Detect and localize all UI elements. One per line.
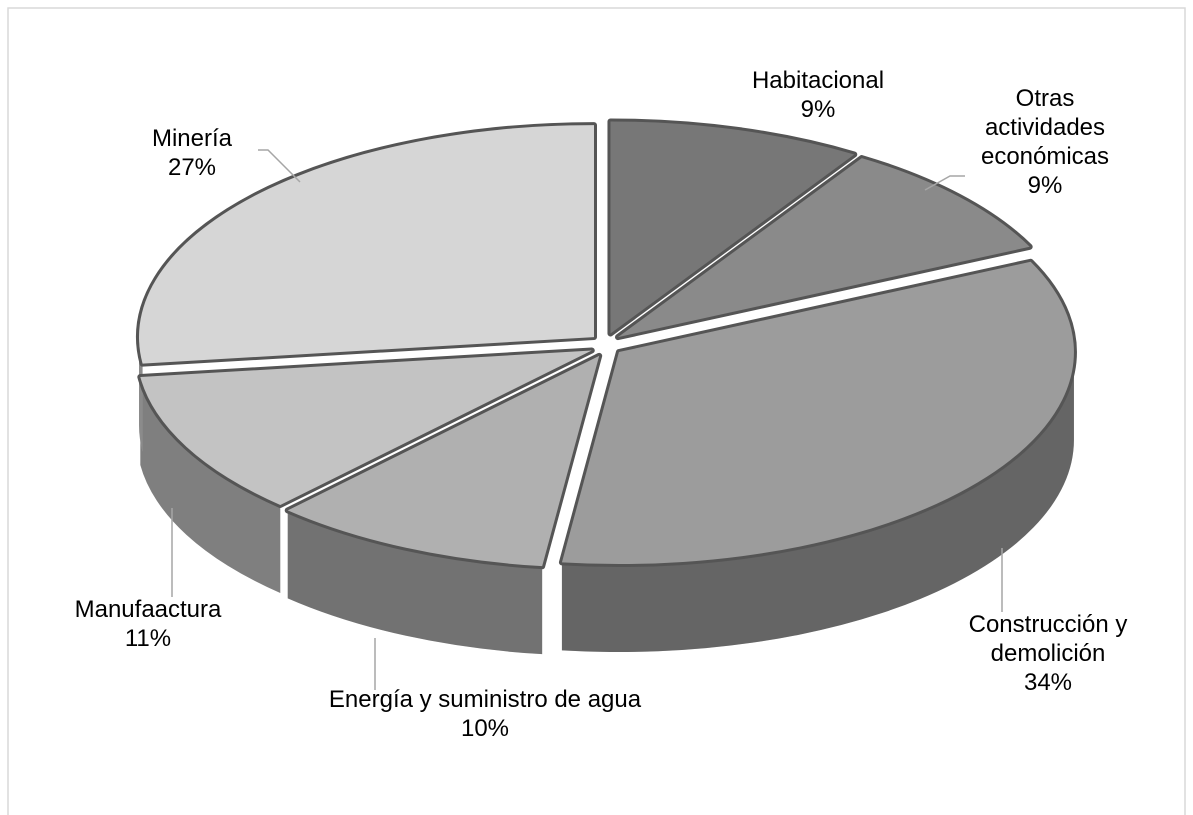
data-label: Manufaactura 11% xyxy=(38,595,258,653)
pie-tops xyxy=(136,118,1077,570)
slice-side-shade xyxy=(287,510,543,655)
data-label: Otras actividades económicas 9% xyxy=(955,84,1135,200)
slice-top xyxy=(287,355,600,567)
value-label: 34% xyxy=(1023,669,1073,696)
category-label: Minería xyxy=(151,125,233,152)
slice-side xyxy=(561,352,1074,653)
slice-side xyxy=(140,377,281,593)
slice-top xyxy=(561,261,1074,565)
slice-top xyxy=(140,350,592,505)
slice-top xyxy=(138,125,594,364)
chart-border xyxy=(7,7,1186,815)
category-label: Manufaactura xyxy=(74,596,222,623)
value-label: 11% xyxy=(124,625,172,652)
data-label: Minería 27% xyxy=(112,124,272,182)
leader-line xyxy=(924,175,965,191)
slice-side-shade xyxy=(561,352,1074,653)
category-label: Energía y suministro de agua xyxy=(328,686,642,713)
leader-line xyxy=(258,149,301,183)
category-label: Habitacional xyxy=(751,67,885,94)
data-label: Energía y suministro de agua 10% xyxy=(275,685,695,743)
pie-sides xyxy=(138,337,1074,655)
category-label: Construcción y demolición xyxy=(968,611,1128,667)
slice-top xyxy=(610,121,855,334)
slice-top xyxy=(618,158,1030,338)
value-label: 9% xyxy=(800,96,836,123)
category-label: Otras actividades económicas xyxy=(980,85,1110,170)
value-label: 10% xyxy=(460,715,510,742)
data-label: Habitacional 9% xyxy=(718,66,918,124)
data-label: Construcción y demolición 34% xyxy=(943,610,1153,697)
slice-side xyxy=(287,510,543,655)
slice-side-shade xyxy=(140,377,281,593)
value-label: 9% xyxy=(1027,172,1063,199)
value-label: 27% xyxy=(167,154,217,181)
